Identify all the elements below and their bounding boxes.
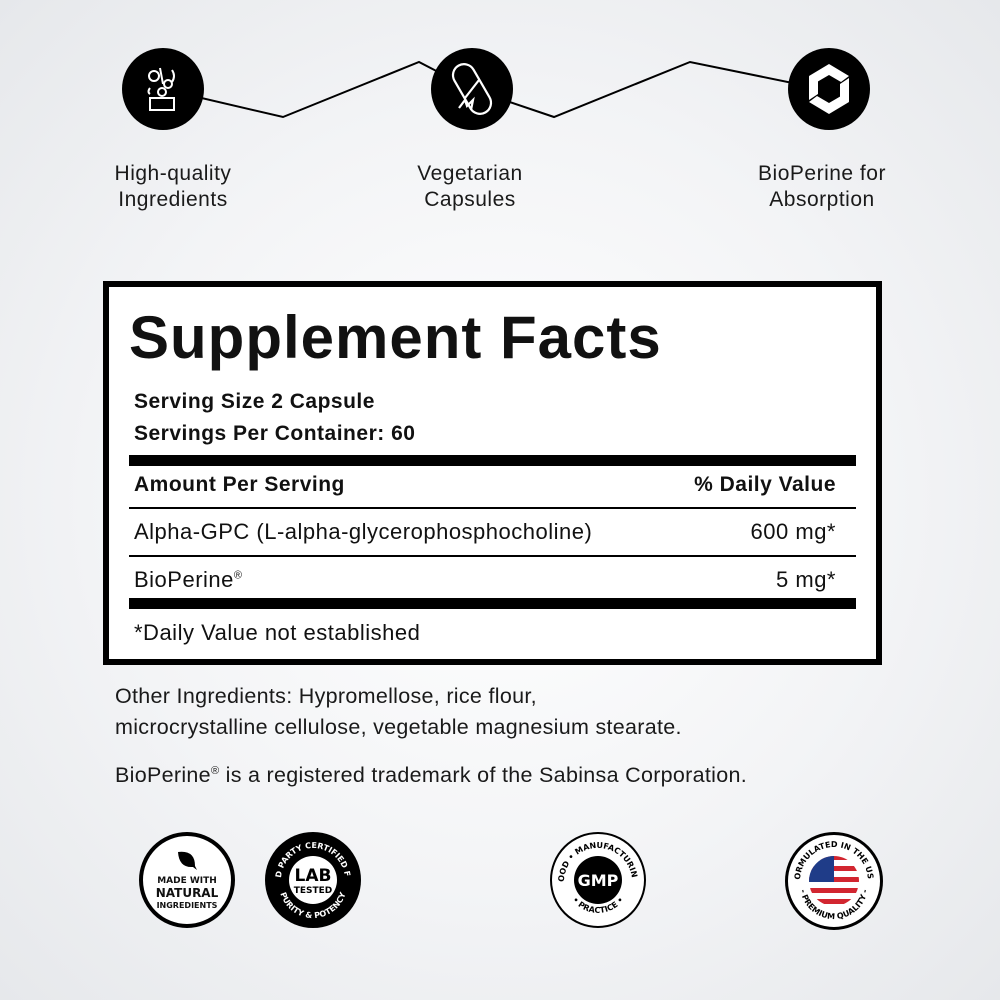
trademark-note: BioPerine® is a registered trademark of … — [115, 763, 748, 788]
servings-per-container: Servings Per Container: 60 — [134, 422, 416, 445]
divider-thick — [129, 455, 856, 466]
feature-label-capsules: Vegetarian Capsules — [417, 162, 523, 211]
ingredient-name: BioPerine® — [134, 567, 243, 592]
other-ingredients: Other Ingredients: Hypromellose, rice fl… — [115, 684, 682, 739]
divider-thin — [129, 555, 856, 557]
ingredient-amount: 600 mg* — [750, 519, 836, 544]
feature-label-ingredients: High-quality Ingredients — [114, 162, 232, 211]
supplement-facts-panel: Supplement Facts Serving Size 2 Capsule … — [103, 281, 882, 665]
leaf-icon — [178, 851, 197, 870]
bioperine-logo-icon — [788, 48, 870, 130]
us-flag-icon — [809, 856, 859, 906]
facts-title: Supplement Facts — [129, 304, 662, 371]
gmp-badge: GOOD • MANUFACTURING • PRACTICE • GMP — [549, 827, 646, 928]
usa-formulated-badge: FORMULATED IN THE USA - PREMIUM QUALITY … — [785, 828, 883, 930]
header-amount: Amount Per Serving — [134, 473, 345, 496]
capsule-icon — [431, 48, 513, 130]
divider-thick — [129, 598, 856, 609]
lab-tested-badge: 3RD PARTY CERTIFIED FOR PURITY & POTENCY… — [262, 825, 361, 928]
natural-ingredients-badge: MADE WITH NATURAL INGREDIENTS — [139, 832, 235, 928]
ingredient-amount: 5 mg* — [776, 567, 836, 592]
table-row: Alpha-GPC (L-alpha-glycerophosphocholine… — [134, 519, 836, 545]
svg-text:TESTED: TESTED — [294, 886, 333, 896]
feature-label-bioperine: BioPerine for Absorption — [758, 162, 886, 211]
svg-text:LAB: LAB — [295, 866, 332, 886]
ingredient-name: Alpha-GPC (L-alpha-glycerophosphocholine… — [134, 519, 593, 544]
table-row: BioPerine® 5 mg* — [134, 567, 836, 593]
footnote: *Daily Value not established — [134, 620, 421, 645]
serving-size: Serving Size 2 Capsule — [134, 390, 375, 413]
facts-header-row: Amount Per Serving % Daily Value — [134, 473, 836, 497]
vegetables-box-icon — [122, 48, 204, 130]
divider-thin — [129, 507, 856, 509]
svg-text:GMP: GMP — [578, 871, 619, 890]
header-daily-value: % Daily Value — [694, 473, 836, 496]
